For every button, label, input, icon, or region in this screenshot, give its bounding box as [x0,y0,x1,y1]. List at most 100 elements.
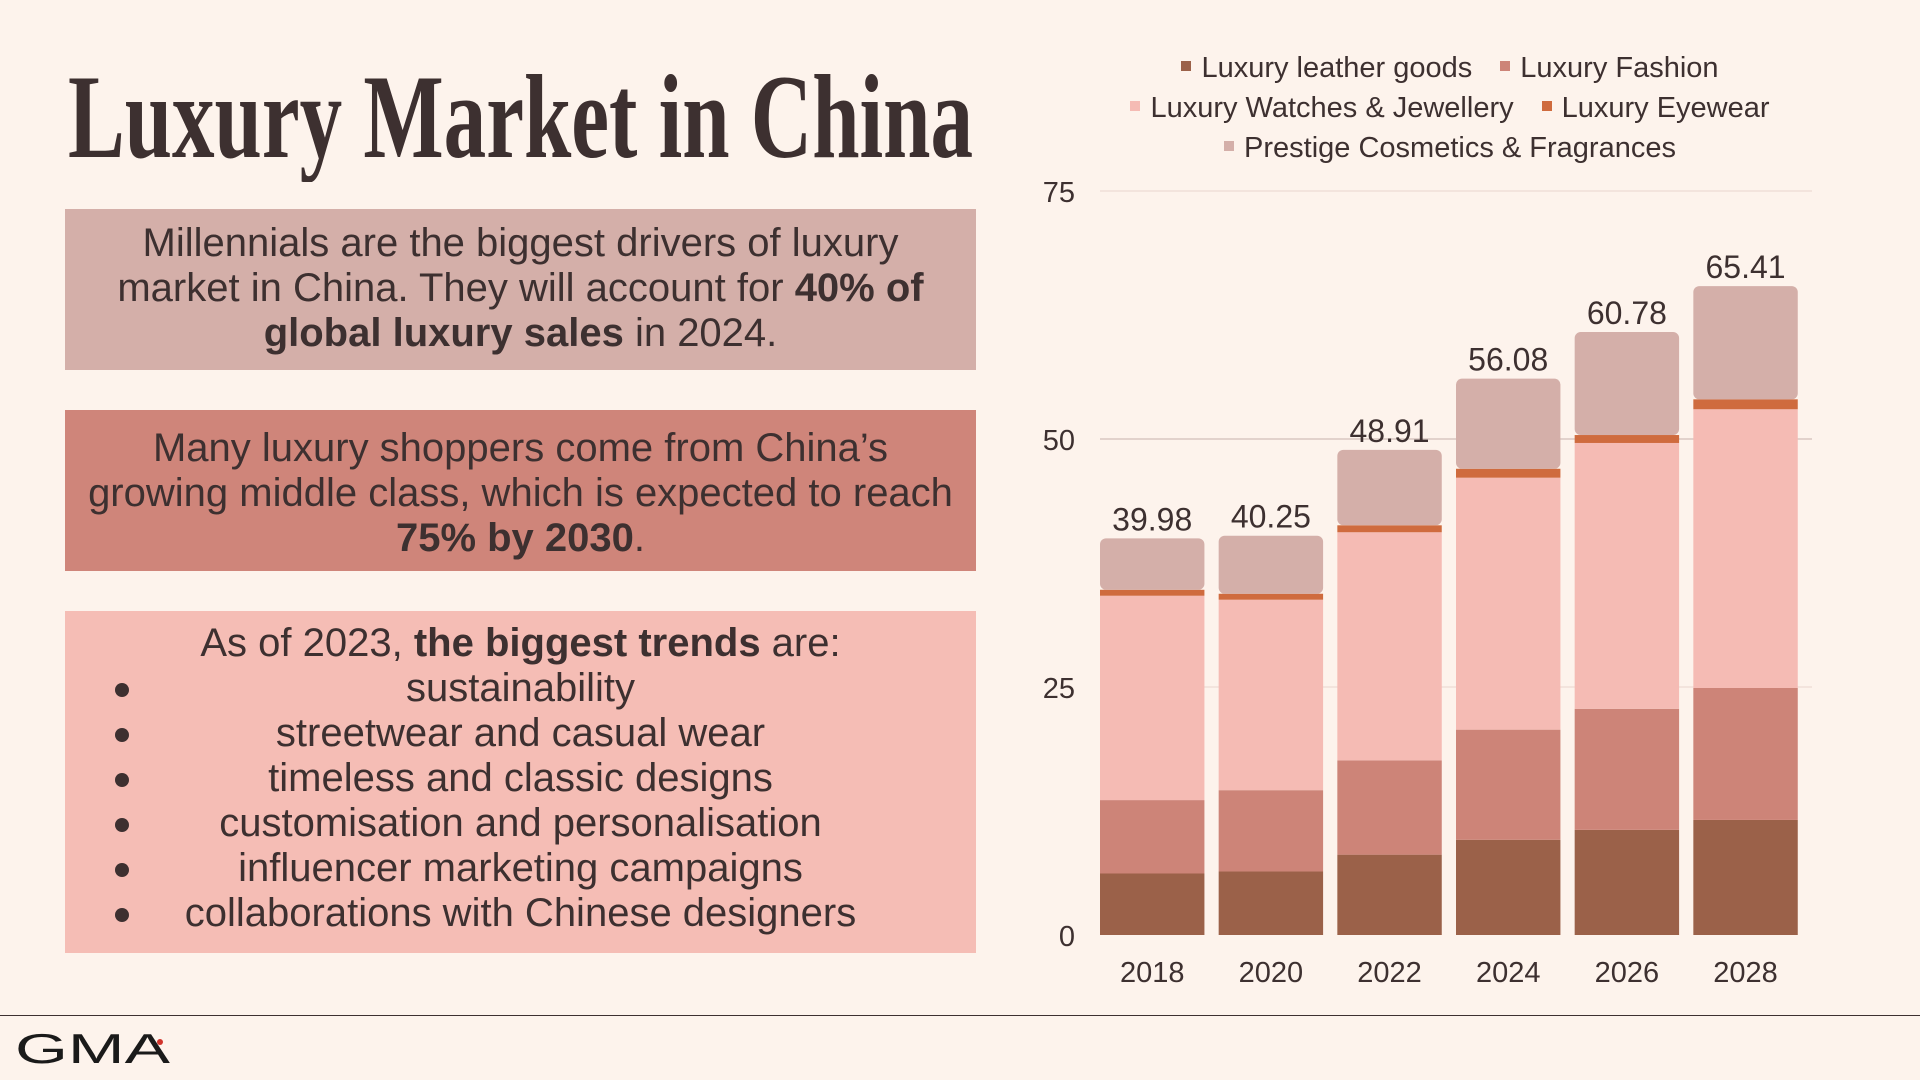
callout-highlight: 75% by 2030 [395,516,634,560]
bullet-icon [115,683,129,697]
legend-item: Luxury Eyewear [1541,88,1770,128]
bar-segment [1456,477,1561,730]
page-title: Luxury Market in China [68,52,973,182]
bar-segment [1337,525,1442,533]
y-tick-label: 75 [1043,177,1075,209]
bar-segment [1574,442,1680,709]
trend-label: influencer marketing campaigns [238,846,803,890]
bullet-icon [115,908,129,922]
bar-segment [1218,593,1324,600]
legend-label: Luxury Fashion [1520,52,1719,84]
page-title-wrapper: Luxury Market in China [68,52,973,182]
callout-highlight: the biggest trends [413,621,761,665]
bar-segment [1693,286,1798,400]
bar-segment [1218,535,1324,594]
total-data-label: 39.98 [1112,501,1192,537]
bullet-icon [115,728,129,742]
bar-segment [1456,378,1561,469]
total-data-label: 40.25 [1231,499,1311,535]
chart-legend: Luxury leather goods Luxury Fashion Luxur… [1020,48,1880,168]
bar-segment [1456,468,1561,478]
y-tick-label: 0 [1059,921,1075,953]
trend-label: streetwear and casual wear [275,711,766,755]
x-tick-label: 2018 [1120,957,1185,989]
legend-swatch [1181,61,1192,72]
callout-highlight: 40% of global luxury sales [263,266,924,355]
callout-text: in 2024. [623,311,778,355]
bullet-icon [115,863,129,877]
legend-swatch [1130,101,1141,112]
legend-swatch [1224,141,1235,152]
legend-row: Luxury Watches & Jewellery Luxury Eyewear [1020,88,1880,128]
trend-item: customisation and personalisation [85,801,956,846]
legend-item: Luxury Watches & Jewellery [1130,88,1514,128]
bar-segment [1100,873,1205,935]
legend-item: Luxury leather goods [1181,48,1472,88]
trend-label: collaborations with Chinese designers [184,891,857,935]
trend-item: streetwear and casual wear [85,711,956,756]
bar-segment [1693,819,1798,935]
legend-swatch [1500,61,1511,72]
x-tick-label: 2028 [1713,957,1778,989]
callout-text: . [633,516,646,560]
middle-class-callout: Many luxury shoppers come from China’s g… [65,410,976,571]
trends-intro: As of 2023, the biggest trends are: [85,621,956,666]
bar-segment [1574,435,1680,443]
bar-segment [1218,790,1324,872]
total-data-label: 48.91 [1350,413,1430,449]
bar-segment [1693,399,1798,410]
x-tick-label: 2022 [1357,957,1422,989]
bar-segment [1100,595,1205,801]
trend-label: customisation and personalisation [219,801,822,845]
bar-segment [1574,829,1680,935]
legend-label: Luxury leather goods [1201,52,1473,84]
trend-label: sustainability [405,666,635,710]
millennials-callout: Millennials are the biggest drivers of l… [65,209,976,370]
bar-segment [1693,687,1798,820]
trend-label: timeless and classic designs [268,756,773,800]
y-tick-label: 25 [1043,673,1075,705]
legend-item: Luxury Fashion [1500,48,1719,88]
bar-segment [1337,854,1442,935]
trend-item: timeless and classic designs [85,756,956,801]
trend-item: collaborations with Chinese designers [85,891,956,936]
bar-segment [1337,532,1442,761]
legend-swatch [1541,101,1552,112]
trend-item: influencer marketing campaigns [85,846,956,891]
legend-label: Luxury Watches & Jewellery [1150,92,1514,124]
bar-segment [1100,800,1205,874]
legend-row: Prestige Cosmetics & Fragrances [1020,128,1880,168]
bar-segment [1337,760,1442,855]
legend-row: Luxury leather goods Luxury Fashion [1020,48,1880,88]
bar-segment [1456,729,1561,840]
callout-text: Millennials are the biggest drivers of l… [117,221,899,310]
bar-segment [1337,449,1442,526]
bar-segment [1456,839,1561,935]
trends-callout: As of 2023, the biggest trends are: sust… [65,611,976,953]
gma-logo: GMA [15,1030,170,1066]
bar-segment [1100,538,1205,590]
total-data-label: 60.78 [1587,295,1667,331]
bar-segment [1100,589,1205,596]
callout-text: Many luxury shoppers come from China’s g… [88,426,953,515]
x-tick-label: 2026 [1595,957,1660,989]
legend-item: Prestige Cosmetics & Fragrances [1224,128,1676,168]
footer-divider [0,1015,1920,1016]
total-data-label: 56.08 [1468,342,1548,378]
callout-text: are: [760,621,841,665]
total-data-label: 65.41 [1706,249,1786,285]
x-tick-label: 2020 [1239,957,1304,989]
logo-accent-dot [157,1039,163,1045]
trend-item: sustainability [85,666,956,711]
bar-segment [1218,871,1324,935]
bar-segment [1574,708,1680,830]
legend-label: Prestige Cosmetics & Fragrances [1244,132,1676,164]
y-tick-label: 50 [1043,425,1075,457]
bar-segment [1218,599,1324,791]
bullet-icon [115,773,129,787]
bar-segment [1574,332,1680,436]
legend-label: Luxury Eyewear [1561,92,1770,124]
logo-text: GMA [15,1030,170,1066]
x-tick-label: 2024 [1476,957,1541,989]
